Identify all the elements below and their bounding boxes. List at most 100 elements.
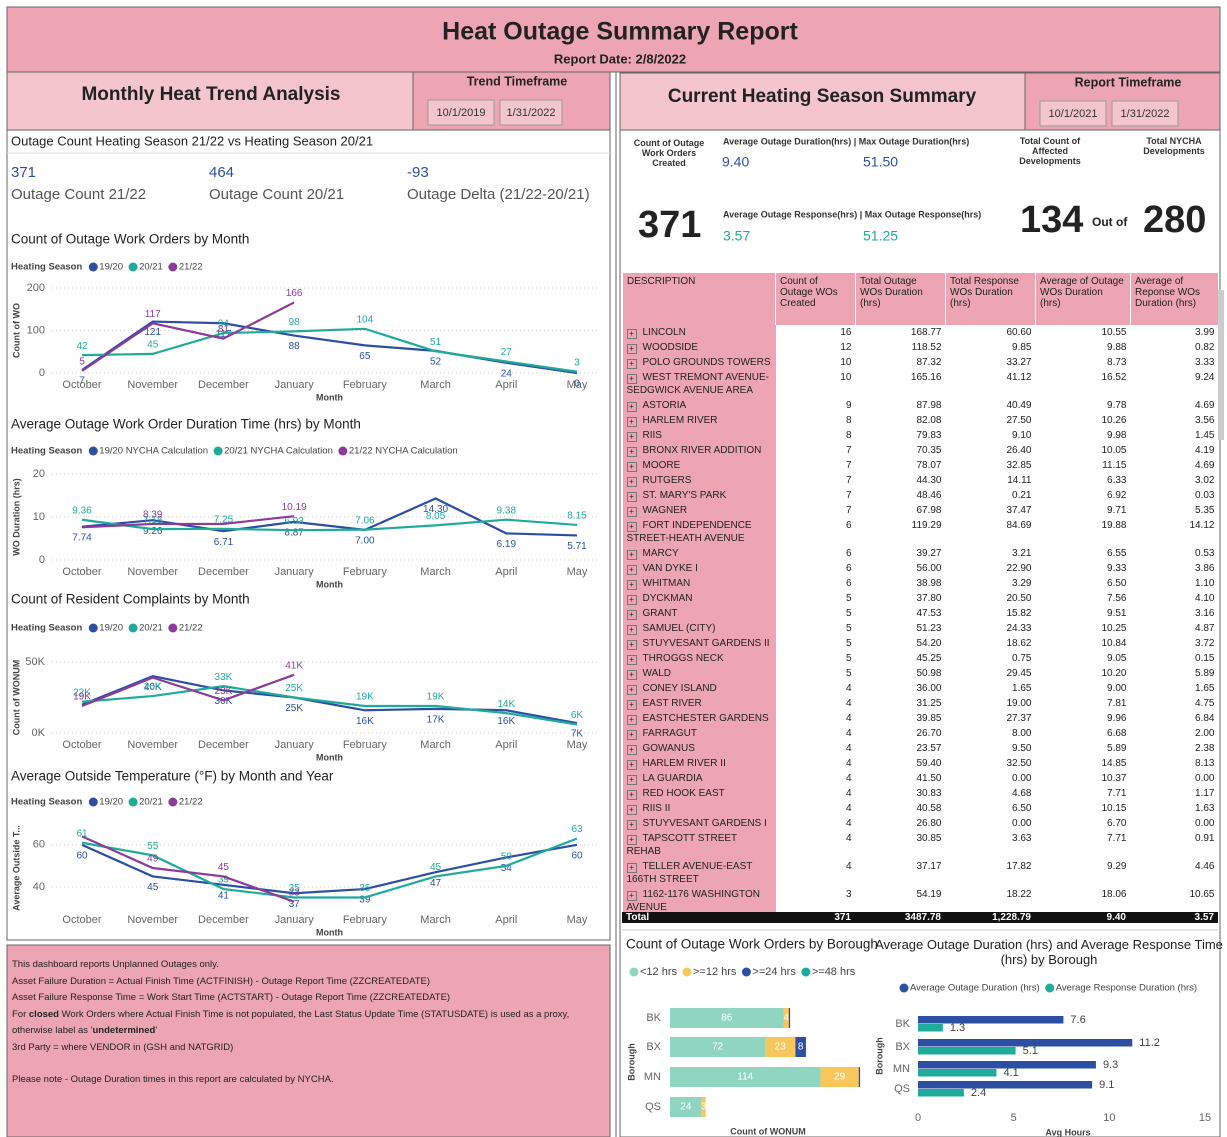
x-tick-label: May <box>567 566 588 578</box>
description-cell: + WHITMAN <box>622 576 776 591</box>
expand-icon[interactable]: + <box>626 447 637 457</box>
cell: 11.15 <box>1102 460 1127 471</box>
y-axis-title: Average Outside T... <box>11 825 21 911</box>
date-box[interactable] <box>499 99 563 126</box>
date-box[interactable] <box>1111 100 1179 127</box>
expand-icon[interactable]: + <box>626 700 637 710</box>
cell: 4.75 <box>1195 698 1215 709</box>
expand-icon[interactable]: + <box>626 655 637 665</box>
expand-icon[interactable]: + <box>626 402 637 412</box>
legend-marker <box>128 797 138 807</box>
expand-icon[interactable]: + <box>626 432 637 442</box>
expand-icon[interactable]: + <box>626 344 637 354</box>
data-label: 10.19 <box>282 502 307 513</box>
description: ASTORIA <box>642 400 687 411</box>
expand-icon[interactable]: + <box>626 790 637 800</box>
description: THROGGS NECK <box>642 653 724 664</box>
start-date[interactable]: 10/1/2019 <box>437 107 486 119</box>
cell: 4.69 <box>1195 400 1215 411</box>
expand-icon[interactable]: + <box>626 477 637 487</box>
expand-icon[interactable]: + <box>626 610 637 620</box>
expand-icon[interactable]: + <box>626 715 637 725</box>
table-row: + BRONX RIVER ADDITION 7 70.35 26.40 10.05 4.1… <box>622 443 1219 458</box>
expand-icon[interactable]: + <box>626 891 637 901</box>
cell: 0.75 <box>1012 653 1032 664</box>
legend-title: Heating Season <box>11 446 82 457</box>
description-cell: + POLO GROUNDS TOWERS <box>622 355 776 370</box>
legend-label: >=12 hrs <box>693 966 737 978</box>
description-cell: + TELLER AVENUE-EAST 166TH STREET <box>622 859 776 887</box>
data-label: 52 <box>430 357 442 368</box>
kpi-label: Count of Outage Work Orders Created <box>633 138 705 168</box>
data-label: 11.2 <box>1139 1037 1160 1049</box>
cell: 6 <box>845 548 852 559</box>
expand-icon[interactable]: + <box>626 507 637 517</box>
date-box[interactable] <box>1039 100 1107 127</box>
expand-icon[interactable]: + <box>626 745 637 755</box>
scrollbar[interactable] <box>1218 290 1224 440</box>
timeframe-label: Report Timeframe <box>1075 75 1182 89</box>
start-date[interactable]: 10/1/2021 <box>1049 108 1098 120</box>
cell: 4 <box>845 788 852 799</box>
data-label: 72 <box>712 1042 724 1053</box>
table-row: + MOORE 7 78.07 32.85 11.15 4.69 <box>622 458 1219 473</box>
data-label: 7.18 <box>143 515 163 526</box>
total-cell: 1,228.79 <box>992 912 1031 923</box>
expand-icon[interactable]: + <box>626 863 637 873</box>
expand-icon[interactable]: + <box>626 670 637 680</box>
expand-icon[interactable]: + <box>626 580 637 590</box>
expand-icon[interactable]: + <box>626 775 637 785</box>
expand-icon[interactable]: + <box>626 730 637 740</box>
legend-marker <box>128 623 138 633</box>
y-tick-label: 40 <box>33 881 45 893</box>
expand-icon[interactable]: + <box>626 805 637 815</box>
expand-icon[interactable]: + <box>626 492 637 502</box>
table-row: + SAMUEL (CITY) 5 51.23 24.33 10.25 4.87 <box>622 621 1219 636</box>
bar-segment <box>788 1008 791 1028</box>
expand-icon[interactable]: + <box>626 640 637 650</box>
cell: 56.00 <box>916 563 942 574</box>
expand-icon[interactable]: + <box>626 835 637 845</box>
x-axis-title: Count of WONUM <box>730 1126 805 1136</box>
legend-marker <box>801 967 811 977</box>
cell: 51.23 <box>916 623 942 634</box>
expand-icon[interactable]: + <box>626 374 637 384</box>
expand-icon[interactable]: + <box>626 462 637 472</box>
data-label: 3 <box>574 357 580 368</box>
expand-icon[interactable]: + <box>626 329 637 339</box>
expand-icon[interactable]: + <box>626 760 637 770</box>
cell: 6 <box>845 563 852 574</box>
cell: 9.88 <box>1107 342 1127 353</box>
expand-icon[interactable]: + <box>626 595 637 605</box>
y-tick-label: BX <box>895 1041 910 1053</box>
expand-icon[interactable]: + <box>626 625 637 635</box>
data-label: 8.87 <box>284 527 304 538</box>
legend-label: Average Response Duration (hrs) <box>1056 983 1197 994</box>
cell: 0.00 <box>1195 818 1215 829</box>
table-row: + TAPSCOTT STREET REHAB 4 30.85 3.63 7.71 0.91 <box>622 831 1219 859</box>
expand-icon[interactable]: + <box>626 550 637 560</box>
kpi-value: -93 <box>407 164 429 181</box>
legend-label: Average Outage Duration (hrs) <box>910 983 1040 994</box>
end-date[interactable]: 1/31/2022 <box>507 107 556 119</box>
trend-title-box <box>6 71 414 131</box>
total-cell: 3.57 <box>1194 912 1214 923</box>
table-row: + DYCKMAN 5 37.80 20.50 7.56 4.10 <box>622 591 1219 606</box>
legend-label: 20/21 <box>139 262 163 273</box>
data-label: 39 <box>359 895 371 906</box>
cell: 18.62 <box>1006 638 1032 649</box>
cell: 8 <box>845 430 852 441</box>
date-box[interactable] <box>427 99 495 126</box>
expand-icon[interactable]: + <box>626 685 637 695</box>
x-axis-title: Month <box>316 579 343 589</box>
data-label: 42 <box>76 341 88 352</box>
expand-icon[interactable]: + <box>626 565 637 575</box>
expand-icon[interactable]: + <box>626 522 637 532</box>
expand-icon[interactable]: + <box>626 417 637 427</box>
note-text: For <box>12 1008 29 1020</box>
expand-icon[interactable]: + <box>626 820 637 830</box>
end-date[interactable]: 1/31/2022 <box>1121 108 1170 120</box>
expand-icon[interactable]: + <box>626 359 637 369</box>
cell: 5 <box>845 668 852 679</box>
column-header: Average of Outage WOs Duration (hrs) <box>1035 273 1131 325</box>
